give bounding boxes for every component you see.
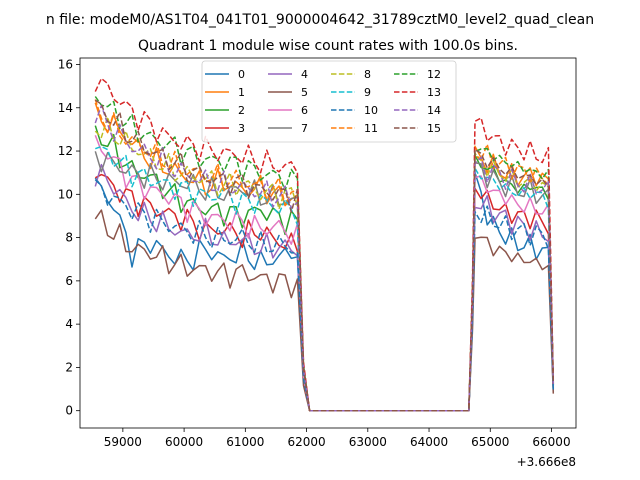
legend-label: 3 bbox=[238, 122, 245, 135]
legend-label: 13 bbox=[427, 86, 441, 99]
y-tick-label: 16 bbox=[58, 57, 73, 71]
y-tick-label: 2 bbox=[65, 360, 73, 374]
legend-label: 2 bbox=[238, 104, 245, 117]
series-line-15 bbox=[94, 99, 555, 412]
legend-label: 11 bbox=[364, 122, 378, 135]
y-tick-label: 4 bbox=[65, 317, 73, 331]
series-line-4 bbox=[94, 163, 555, 412]
x-tick-label: 62000 bbox=[287, 435, 325, 449]
legend-label: 7 bbox=[301, 122, 308, 135]
y-tick-label: 10 bbox=[58, 187, 73, 201]
y-tick-label: 8 bbox=[65, 231, 73, 245]
legend-label: 5 bbox=[301, 86, 308, 99]
chart-title: Quadrant 1 module wise count rates with … bbox=[138, 38, 518, 54]
legend-label: 1 bbox=[238, 86, 245, 99]
x-tick-label: 63000 bbox=[349, 435, 387, 449]
legend-label: 10 bbox=[364, 104, 378, 117]
series-line-5 bbox=[94, 209, 555, 412]
x-tick-label: 59000 bbox=[104, 435, 142, 449]
y-tick-label: 6 bbox=[65, 274, 73, 288]
legend-label: 0 bbox=[238, 68, 245, 81]
plot-area bbox=[79, 57, 577, 429]
x-axis: 59000 60000 61000 62000 63000 64000 65000 66000 bbox=[104, 428, 571, 449]
series-line-8 bbox=[94, 116, 555, 412]
legend-label: 9 bbox=[364, 86, 371, 99]
y-tick-label: 0 bbox=[65, 404, 73, 418]
x-tick-label: 60000 bbox=[165, 435, 203, 449]
series-line-0 bbox=[94, 171, 555, 412]
x-tick-label: 61000 bbox=[226, 435, 264, 449]
series-line-14 bbox=[94, 104, 555, 412]
y-tick-label: 12 bbox=[58, 144, 73, 158]
x-offset-label: +3.666e8 bbox=[517, 455, 576, 469]
legend-label: 4 bbox=[301, 68, 308, 81]
series-layer bbox=[94, 77, 555, 412]
legend-label: 8 bbox=[364, 68, 371, 81]
legend-label: 15 bbox=[427, 122, 441, 135]
axes-frame bbox=[79, 57, 577, 429]
x-tick-label: 66000 bbox=[532, 435, 570, 449]
legend-label: 14 bbox=[427, 104, 441, 117]
legend-box bbox=[201, 60, 457, 143]
x-tick-label: 65000 bbox=[471, 435, 509, 449]
x-tick-label: 64000 bbox=[410, 435, 448, 449]
legend-label: 6 bbox=[301, 104, 308, 117]
y-tick-label: 14 bbox=[58, 101, 73, 115]
series-line-2 bbox=[94, 125, 555, 412]
series-line-7 bbox=[94, 151, 555, 412]
legend-label: 12 bbox=[427, 68, 441, 81]
figure-suptitle: n file: modeM0/AS1T04_041T01_9000004642_… bbox=[46, 12, 594, 28]
y-axis: 0 2 4 6 8 10 12 14 16 bbox=[58, 57, 80, 418]
